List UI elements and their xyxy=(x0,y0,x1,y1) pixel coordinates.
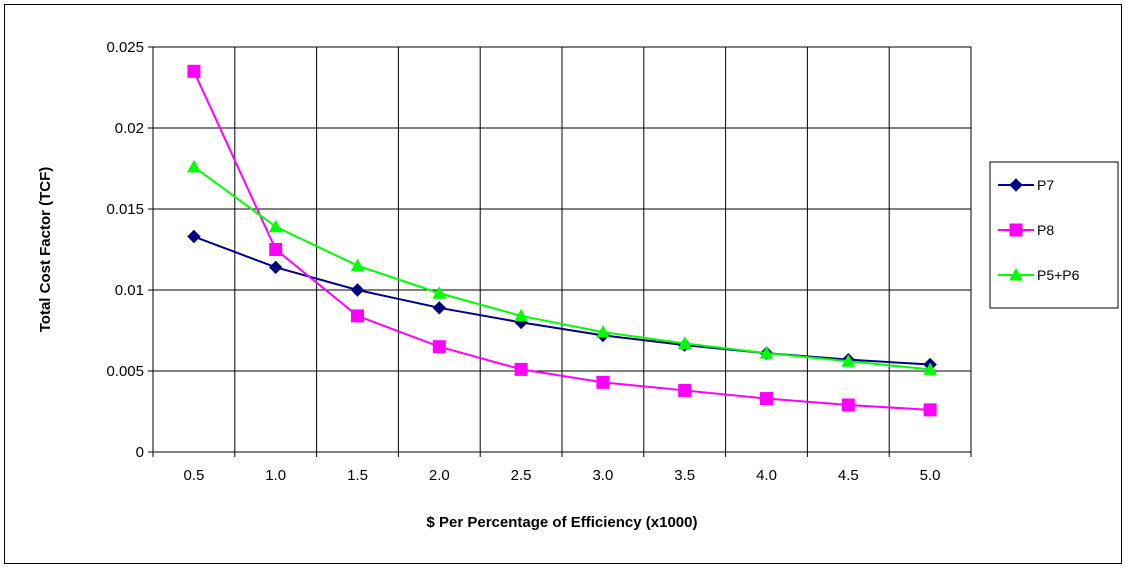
x-tick-labels: 0.5 1.0 1.5 2.0 2.5 3.0 3.5 4.0 4.5 5.0 xyxy=(183,467,940,484)
legend-item-p7: P7 xyxy=(998,177,1054,193)
data-point-p8 xyxy=(187,64,201,78)
data-point-p8 xyxy=(923,403,937,417)
data-point-p8 xyxy=(841,398,855,412)
legend-label: P5+P6 xyxy=(1037,267,1080,283)
data-point-p8 xyxy=(432,340,446,354)
y-tick-label: 0.025 xyxy=(106,39,144,56)
legend-item-p5-p6: P5+P6 xyxy=(998,267,1080,283)
legend-label: P8 xyxy=(1037,222,1054,238)
data-point-p5-p6 xyxy=(350,258,365,272)
data-point-p5-p6 xyxy=(514,308,528,322)
data-point-p8 xyxy=(678,383,692,397)
data-point-p5-p6 xyxy=(677,336,692,349)
grid xyxy=(148,46,972,457)
legend-marker xyxy=(1009,223,1023,237)
legend-item-p8: P8 xyxy=(998,222,1054,238)
series-line-p8 xyxy=(192,70,931,411)
x-tick-label: 3.0 xyxy=(592,467,613,484)
data-point-p8 xyxy=(760,392,773,406)
x-tick-label: 4.5 xyxy=(838,467,859,484)
x-tick-label: 1.5 xyxy=(347,467,368,484)
x-tick-label: 2.0 xyxy=(429,467,450,484)
data-point-p5-p6 xyxy=(759,346,774,359)
legend: P7 P8 P5+P6 xyxy=(989,161,1119,309)
data-point-p5-p6 xyxy=(841,354,856,367)
x-tick-label: 5.0 xyxy=(920,467,941,484)
data-point-p7 xyxy=(350,283,365,297)
data-point-p5-p6 xyxy=(187,159,201,173)
plot-area xyxy=(152,46,972,453)
data-point-p7 xyxy=(432,301,447,315)
y-tick-label: 0.01 xyxy=(115,282,144,299)
series xyxy=(187,64,937,417)
data-point-p8 xyxy=(351,309,364,323)
legend-marker xyxy=(1009,178,1023,192)
y-tick-label: 0.02 xyxy=(115,120,144,137)
series-line-p5-p6 xyxy=(193,166,931,371)
x-tick-label: 1.0 xyxy=(265,467,286,484)
data-point-p8 xyxy=(269,243,283,256)
data-point-p7 xyxy=(268,260,283,275)
series-p8 xyxy=(187,64,937,417)
legend-label: P7 xyxy=(1037,177,1054,193)
data-point-p7 xyxy=(187,229,201,244)
data-point-p5-p6 xyxy=(923,362,937,375)
series-p5-p6 xyxy=(187,159,937,375)
y-tick-label: 0.015 xyxy=(106,201,144,218)
legend-marker xyxy=(1009,267,1023,281)
x-tick-label: 0.5 xyxy=(183,467,204,484)
y-tick-labels: 0 0.005 0.01 0.015 0.02 0.025 xyxy=(106,39,144,461)
x-axis-title: $ Per Percentage of Efficiency (x1000) xyxy=(427,514,698,531)
data-point-p5-p6 xyxy=(432,286,447,299)
x-tick-label: 2.5 xyxy=(511,467,532,484)
data-point-p8 xyxy=(596,375,610,389)
data-point-p5-p6 xyxy=(268,219,283,233)
data-point-p5-p6 xyxy=(596,325,610,338)
chart-frame xyxy=(4,4,1122,564)
y-tick-label: 0.005 xyxy=(106,363,144,380)
data-point-p8 xyxy=(514,362,528,376)
x-tick-label: 3.5 xyxy=(674,467,695,484)
y-axis-title: Total Cost Factor (TCF) xyxy=(37,167,54,333)
y-tick-label: 0 xyxy=(136,444,144,461)
x-tick-label: 4.0 xyxy=(756,467,777,484)
